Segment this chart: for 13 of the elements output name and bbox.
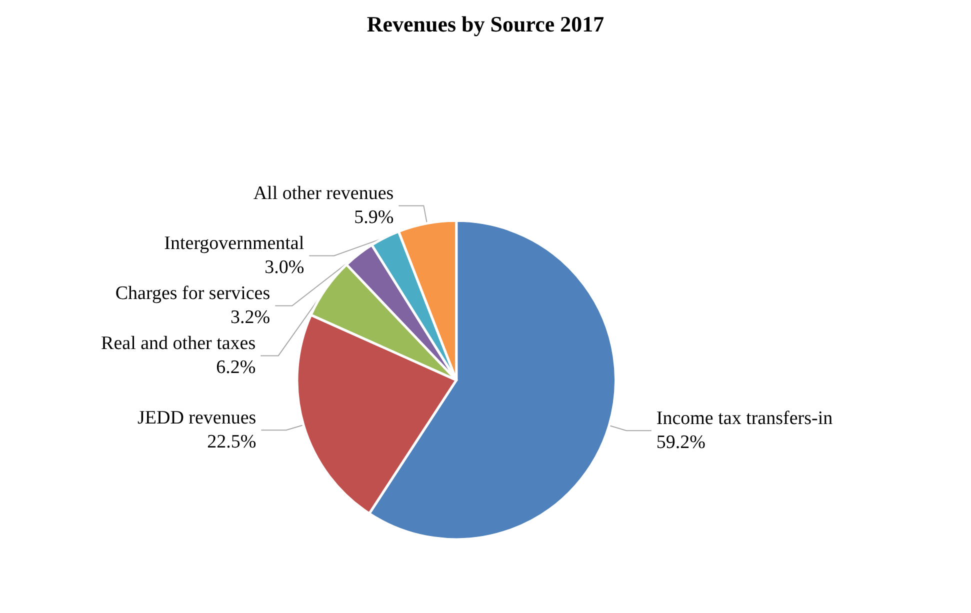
data-label: 3.2% [230,307,270,328]
chart-title: Revenues by Source 2017 [366,12,604,36]
slice-label: Real and other taxes [101,333,256,354]
data-label: 6.2% [216,357,256,378]
slice-label: Income tax transfers-in [656,408,834,430]
slice-label: All other revenues [253,183,394,204]
data-label: 59.2% [656,432,706,454]
slice-label: JEDD revenues [137,408,256,429]
slice-label: Intergovernmental [164,233,304,254]
data-label: 3.0% [264,257,304,278]
data-label: 22.5% [207,432,256,453]
slice-label: Charges for services [115,283,270,304]
data-label: 5.9% [354,207,394,228]
